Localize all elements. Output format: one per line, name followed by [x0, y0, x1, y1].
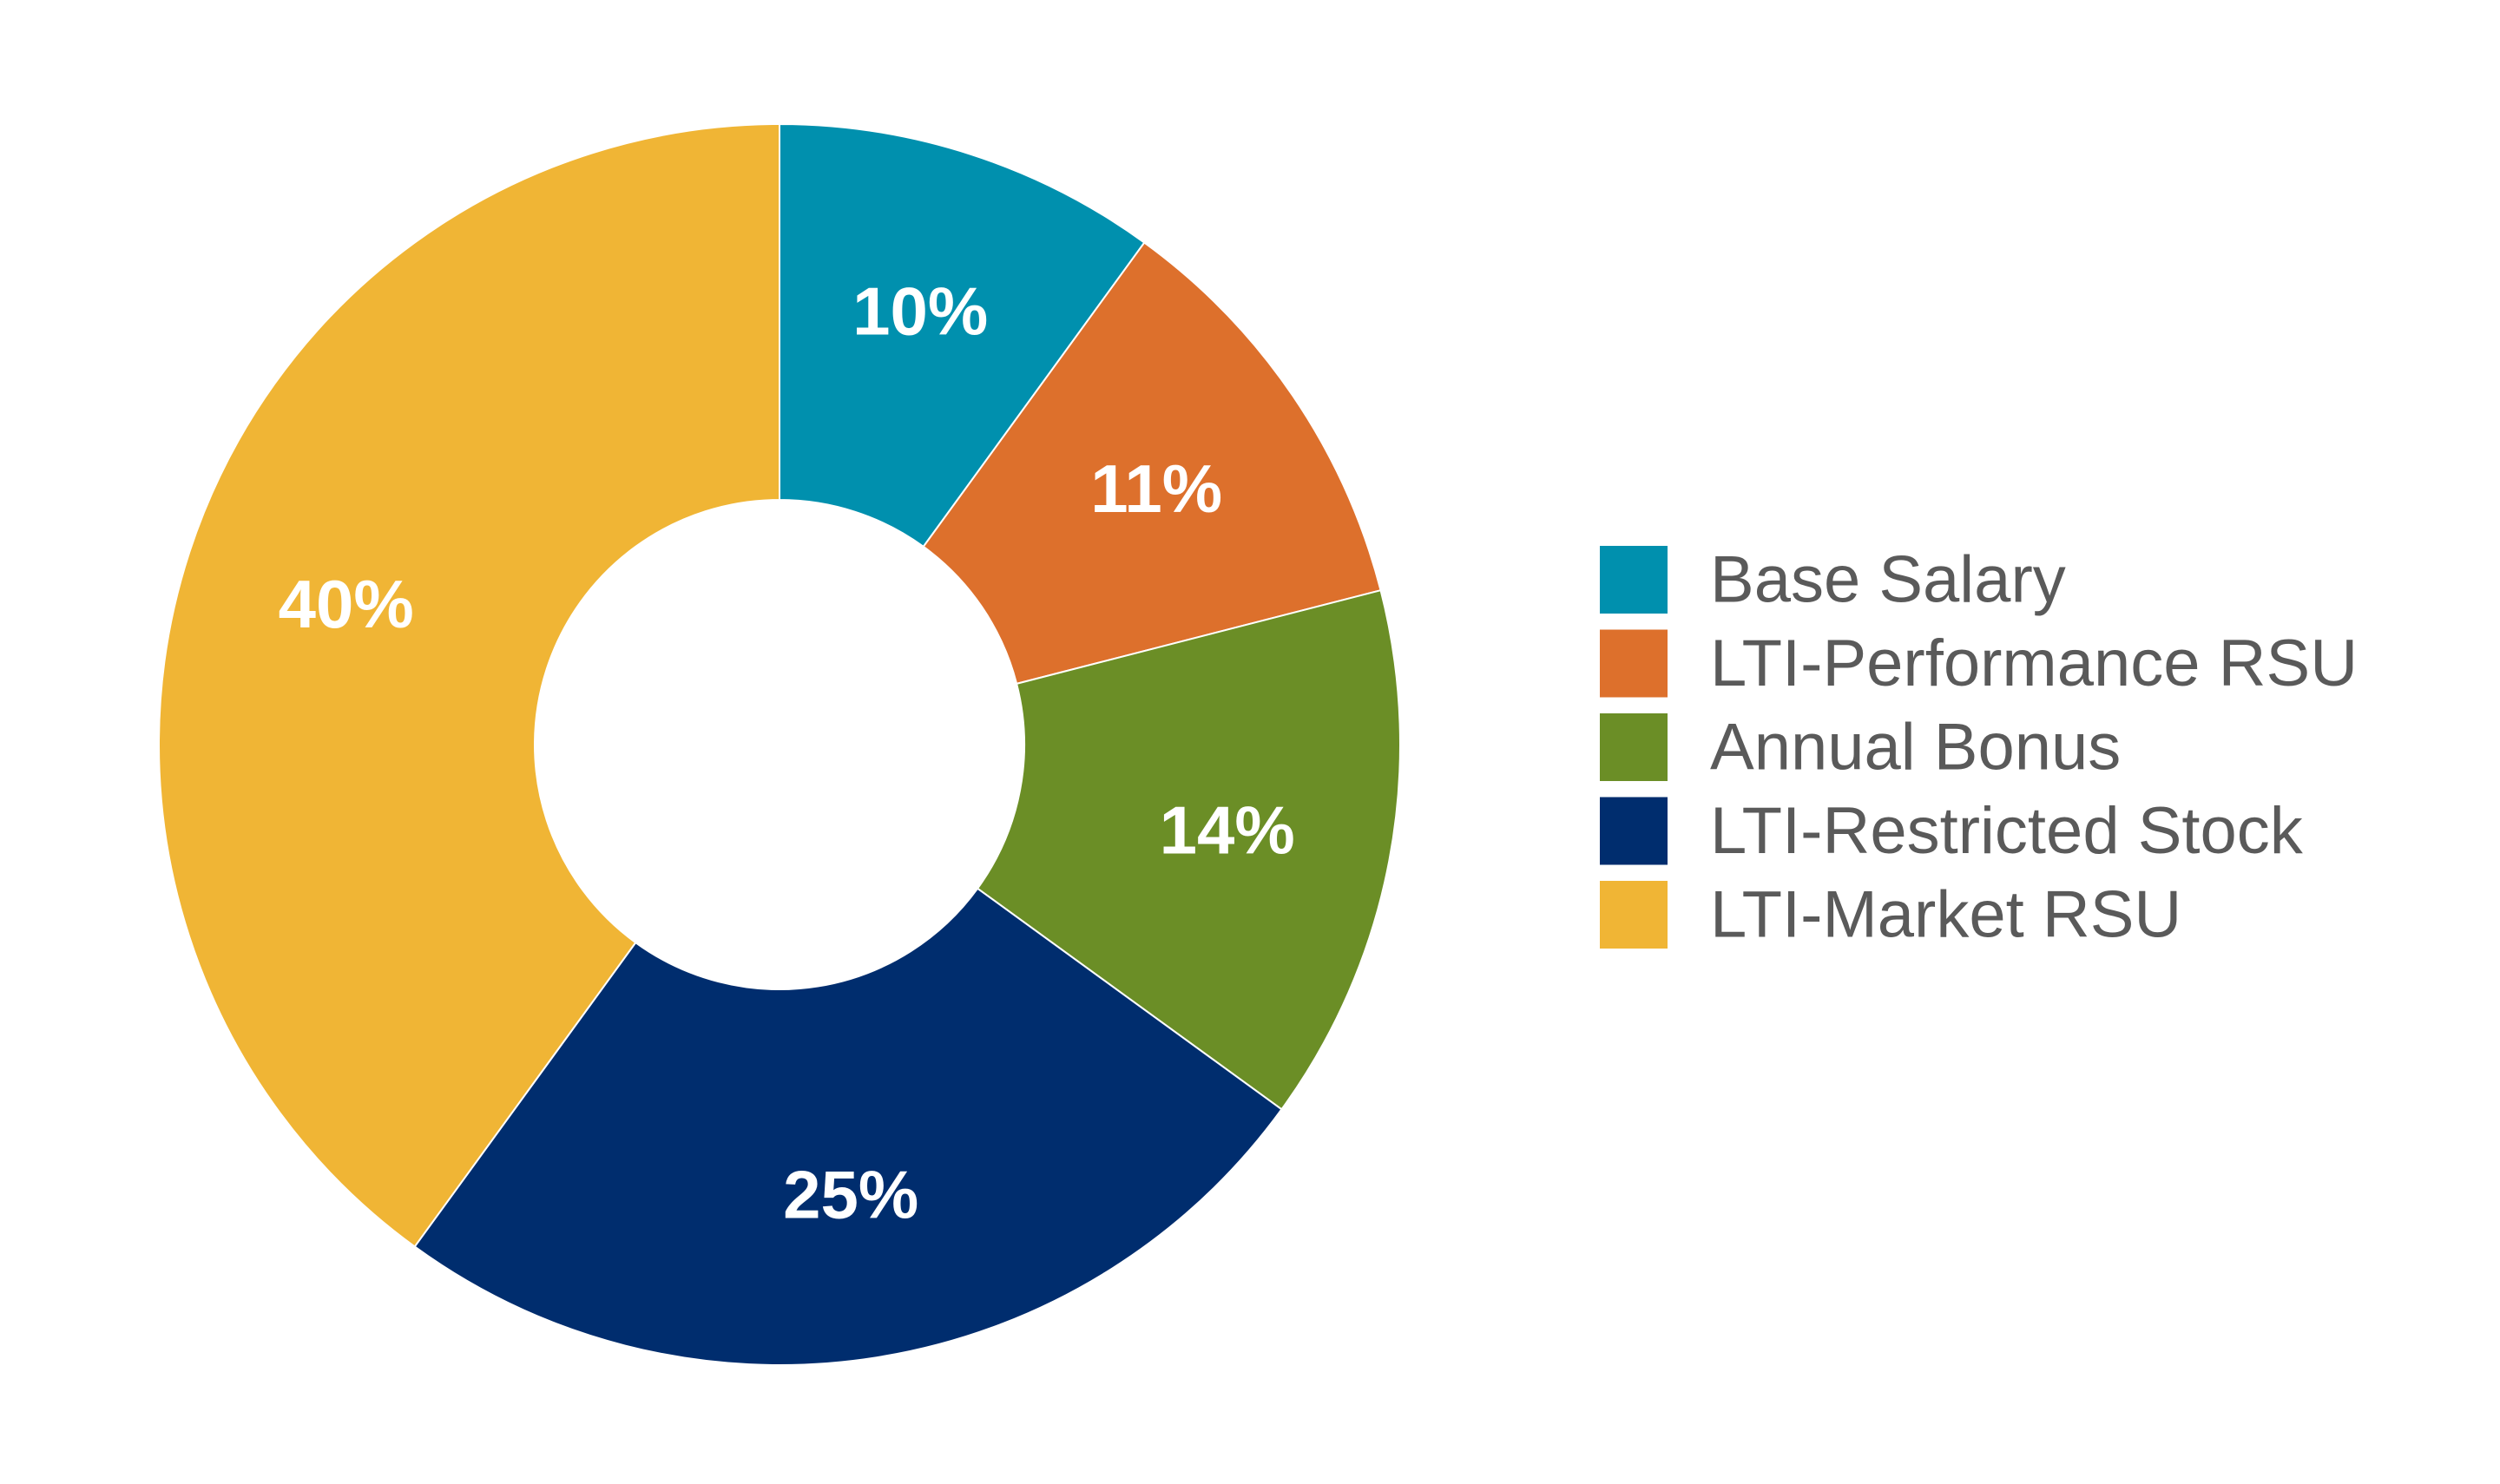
slice-lti-restricted-stock — [413, 887, 1283, 1366]
legend: Base Salary LTI-Performance RSU Annual Bon… — [1600, 543, 2358, 952]
slice-label-base-salary: 10% — [852, 273, 988, 350]
legend-swatch-lti-restricted-stock — [1600, 797, 1668, 865]
legend-swatch-base-salary — [1600, 546, 1668, 614]
legend-swatch-lti-performance-rsu — [1600, 629, 1668, 698]
slice-lti-performance-rsu — [922, 241, 1382, 686]
slice-annual-bonus — [976, 588, 1401, 1111]
legend-swatch-annual-bonus — [1600, 713, 1668, 781]
legend-label-lti-performance-rsu: LTI-Performance RSU — [1710, 627, 2358, 700]
legend-label-lti-market-rsu: LTI-Market RSU — [1710, 878, 2181, 952]
legend-label-lti-restricted-stock: LTI-Restricted Stock — [1710, 794, 2304, 868]
slice-label-lti-restricted-stock: 25% — [783, 1157, 918, 1233]
slice-label-lti-market-rsu: 40% — [279, 566, 414, 642]
legend-label-base-salary: Base Salary — [1710, 543, 2066, 617]
slice-label-annual-bonus: 14% — [1160, 791, 1295, 868]
legend-swatch-lti-market-rsu — [1600, 881, 1668, 949]
legend-label-annual-bonus: Annual Bonus — [1710, 711, 2121, 785]
slice-base-salary — [779, 122, 1146, 548]
slice-lti-market-rsu — [158, 122, 780, 1248]
slice-label-lti-performance-rsu: 11% — [1090, 450, 1222, 527]
slice-labels: 10% 11% 14% 25% 40% — [279, 273, 1295, 1233]
donut-slices — [158, 122, 1401, 1366]
